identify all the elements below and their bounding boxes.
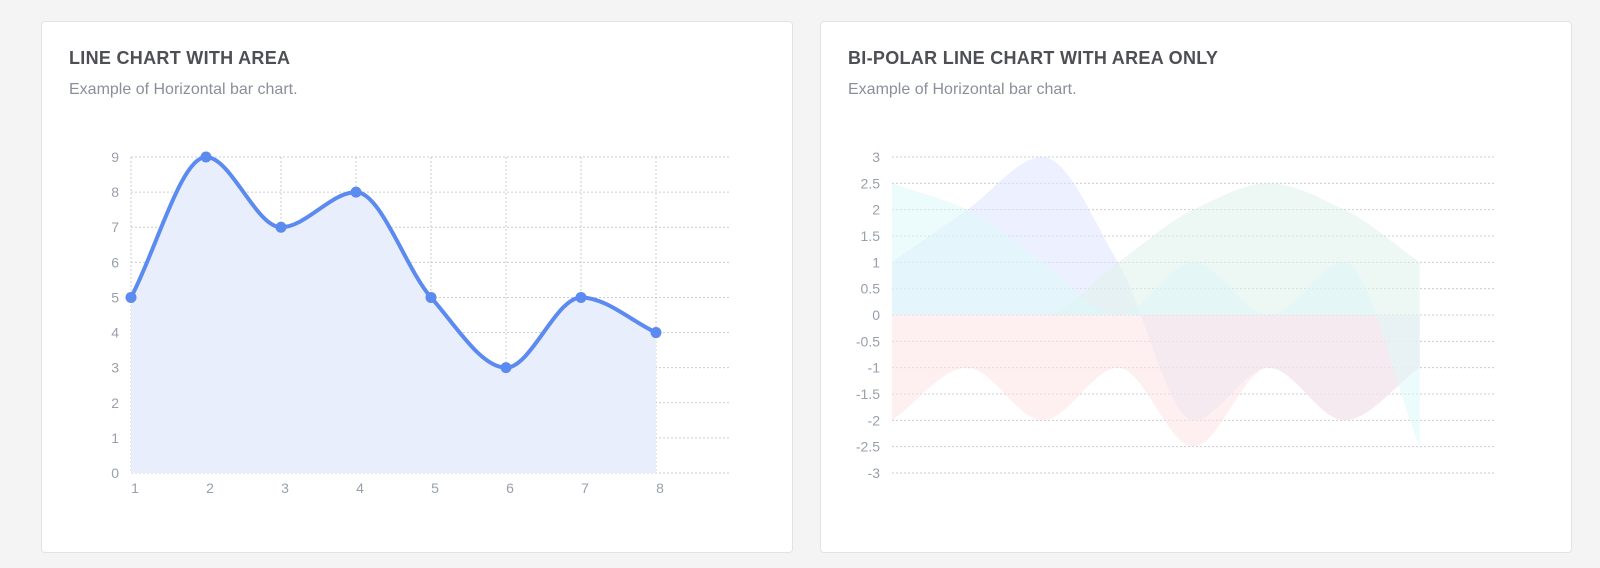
data-point xyxy=(200,151,212,163)
data-point xyxy=(275,221,287,233)
y-tick-label: 1 xyxy=(111,430,119,446)
y-tick-label: -2 xyxy=(868,412,881,428)
y-tick-label: 7 xyxy=(111,219,119,235)
series-area xyxy=(892,183,1420,447)
data-point xyxy=(425,291,437,303)
x-tick-label: 7 xyxy=(581,480,589,496)
y-tick-label: 3 xyxy=(111,360,119,376)
line-chart-card: LINE CHART WITH AREA Example of Horizont… xyxy=(41,21,793,553)
x-tick-label: 1 xyxy=(131,480,139,496)
card-subtitle: Example of Horizontal bar chart. xyxy=(69,81,298,98)
card-title: LINE CHART WITH AREA xyxy=(69,48,291,68)
card-subtitle: Example of Horizontal bar chart. xyxy=(848,81,1077,98)
data-point xyxy=(125,291,137,303)
y-tick-label: -2.5 xyxy=(856,439,880,455)
series-area xyxy=(131,157,656,473)
data-point xyxy=(500,362,512,374)
y-tick-label: -0.5 xyxy=(856,333,880,349)
y-tick-label: 3 xyxy=(872,149,880,165)
y-tick-label: -3 xyxy=(868,465,881,481)
y-tick-label: 0 xyxy=(872,307,880,323)
data-point xyxy=(650,327,662,339)
y-tick-label: 2 xyxy=(111,395,119,411)
y-tick-label: 1 xyxy=(872,254,880,270)
x-tick-label: 6 xyxy=(506,480,514,496)
bipolar-chart-card: BI-POLAR LINE CHART WITH AREA ONLY Examp… xyxy=(820,21,1572,553)
data-point xyxy=(350,186,362,198)
x-tick-label: 5 xyxy=(431,480,439,496)
x-tick-label: 4 xyxy=(356,480,364,496)
data-point xyxy=(575,291,587,303)
series-area xyxy=(892,183,1420,315)
series-area xyxy=(892,315,1420,447)
x-tick-label: 8 xyxy=(656,480,664,496)
y-tick-label: 8 xyxy=(111,184,119,200)
x-tick-label: 2 xyxy=(206,480,214,496)
card-title: BI-POLAR LINE CHART WITH AREA ONLY xyxy=(848,48,1219,68)
y-tick-label: -1 xyxy=(868,360,881,376)
y-tick-label: 0 xyxy=(111,465,119,481)
x-tick-label: 3 xyxy=(281,480,289,496)
y-tick-label: 6 xyxy=(111,254,119,270)
y-tick-label: 5 xyxy=(111,289,119,305)
y-tick-label: 1.5 xyxy=(861,228,881,244)
y-tick-label: 0.5 xyxy=(861,281,881,297)
bipolar-area-chart: 3 2.5 2 1.5 1 0.5 0 -0.5 -1 -1.5 -2 -2.5 -3 xyxy=(856,149,1495,481)
y-tick-label: -1.5 xyxy=(856,386,880,402)
y-tick-label: 2.5 xyxy=(861,175,881,191)
y-tick-label: 9 xyxy=(111,149,119,165)
y-tick-label: 2 xyxy=(872,202,880,218)
y-tick-label: 4 xyxy=(111,325,119,341)
